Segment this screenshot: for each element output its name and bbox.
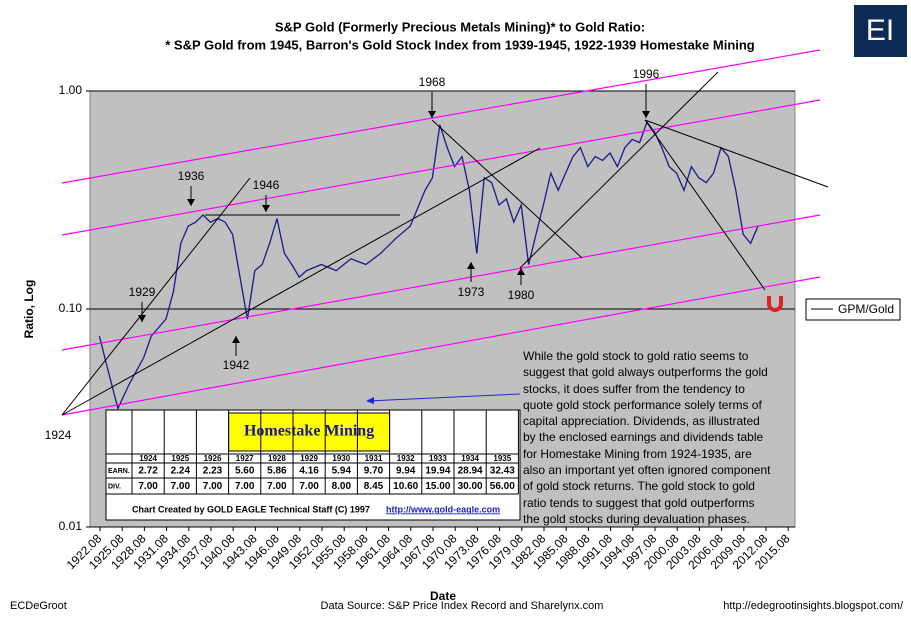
table-cell: 15.00 bbox=[425, 481, 450, 492]
table-cell: 7.00 bbox=[171, 481, 191, 492]
table-cell: 7.00 bbox=[299, 481, 319, 492]
channel-lines bbox=[61, 49, 821, 416]
pointer-arrow bbox=[367, 393, 521, 402]
table-year: 1928 bbox=[268, 454, 286, 463]
annotation: 1936 bbox=[178, 169, 205, 183]
legend-box bbox=[805, 298, 901, 321]
table-year: 1934 bbox=[461, 454, 479, 463]
annotation-arrowhead bbox=[232, 336, 240, 343]
x-axis-label: Date bbox=[430, 589, 456, 603]
table-year: 1927 bbox=[236, 454, 254, 463]
table-title-box bbox=[228, 412, 391, 452]
pointer-arrowhead bbox=[366, 397, 374, 404]
annotation-arrowhead bbox=[262, 205, 270, 212]
y-tick-label: 1.00 bbox=[59, 83, 83, 97]
table-cell: 32.43 bbox=[490, 466, 515, 477]
table-cell: 9.70 bbox=[364, 466, 384, 477]
annotation-arrowhead bbox=[138, 315, 146, 322]
table-year: 1929 bbox=[300, 454, 318, 463]
table-cell: 19.94 bbox=[425, 466, 450, 477]
table-link: http://www.gold-eagle.com bbox=[386, 504, 500, 514]
table-cell: 10.60 bbox=[393, 481, 418, 492]
annotation-arrowhead bbox=[642, 111, 650, 118]
y-axis-label: Ratio, Log bbox=[22, 280, 36, 339]
chart-subtitle: * S&P Gold from 1945, Barron's Gold Stoc… bbox=[165, 37, 755, 52]
legend-label: GPM/Gold bbox=[838, 302, 894, 316]
table: Homestake Mining 1924 1925 1926 1927 1928 1929… bbox=[105, 409, 521, 521]
table-cell: 7.00 bbox=[138, 481, 158, 492]
table-title: Homestake Mining bbox=[244, 423, 374, 440]
annotation: 1980 bbox=[508, 288, 535, 302]
annotation: 1973 bbox=[458, 285, 485, 299]
annotation: 1968 bbox=[419, 75, 446, 89]
table-cell: 7.00 bbox=[235, 481, 255, 492]
table-row-label: DIV. bbox=[108, 483, 121, 490]
table-cell: 2.24 bbox=[171, 466, 191, 477]
table-cell: 7.00 bbox=[203, 481, 223, 492]
table-credit: Chart Created by GOLD EAGLE Technical St… bbox=[132, 504, 370, 514]
table-year: 1931 bbox=[365, 454, 383, 463]
table-cell: 30.00 bbox=[458, 481, 483, 492]
logo: EI bbox=[866, 14, 894, 47]
table-cell: 5.60 bbox=[235, 466, 255, 477]
magnet-icon bbox=[767, 296, 783, 312]
table-cell: 28.94 bbox=[458, 466, 483, 477]
annotation: 1996 bbox=[633, 67, 660, 81]
annotation-arrowhead bbox=[428, 111, 436, 118]
table-year: 1935 bbox=[493, 454, 511, 463]
table-year: 1932 bbox=[397, 454, 415, 463]
table-year: 1930 bbox=[332, 454, 350, 463]
annotation: 1946 bbox=[253, 178, 280, 192]
table-year: 1925 bbox=[171, 454, 189, 463]
table-cell: 56.00 bbox=[490, 481, 515, 492]
y-tick-label: 0.01 bbox=[59, 519, 83, 533]
table-year: 1933 bbox=[429, 454, 447, 463]
table-cell: 5.94 bbox=[332, 466, 352, 477]
footer-left: ECDeGroot bbox=[10, 600, 67, 612]
table-row-label: EARN. bbox=[108, 468, 130, 475]
footer-right: http://edegrootinsights.blogspot.com/ bbox=[723, 600, 904, 612]
table-cell: 7.00 bbox=[267, 481, 287, 492]
annotation: 1924 bbox=[45, 428, 72, 442]
table-cell: 8.00 bbox=[332, 481, 352, 492]
table-year: 1924 bbox=[139, 454, 157, 463]
annotation-arrowhead bbox=[187, 199, 195, 206]
footer-center: Data Source: S&P Price Index Record and … bbox=[321, 600, 604, 612]
annotation: 1942 bbox=[223, 358, 250, 372]
annotation: 1929 bbox=[129, 285, 156, 299]
annotation-arrowhead bbox=[467, 262, 475, 269]
table-cell: 4.16 bbox=[299, 466, 319, 477]
y-tick-label: 0.10 bbox=[59, 301, 83, 315]
commentary: While the gold stock to gold ratio seems… bbox=[523, 349, 771, 526]
trend-lines bbox=[61, 71, 829, 416]
annotation-arrowhead bbox=[517, 268, 525, 275]
logo-box bbox=[854, 5, 907, 57]
table-cell: 2.72 bbox=[138, 466, 158, 477]
table-cell: 2.23 bbox=[203, 466, 223, 477]
table-cell: 8.45 bbox=[364, 481, 384, 492]
table-cell: 9.94 bbox=[396, 466, 416, 477]
table-year: 1926 bbox=[204, 454, 222, 463]
chart-title: S&P Gold (Formerly Precious Metals Minin… bbox=[275, 19, 645, 34]
table-cell: 5.86 bbox=[267, 466, 287, 477]
